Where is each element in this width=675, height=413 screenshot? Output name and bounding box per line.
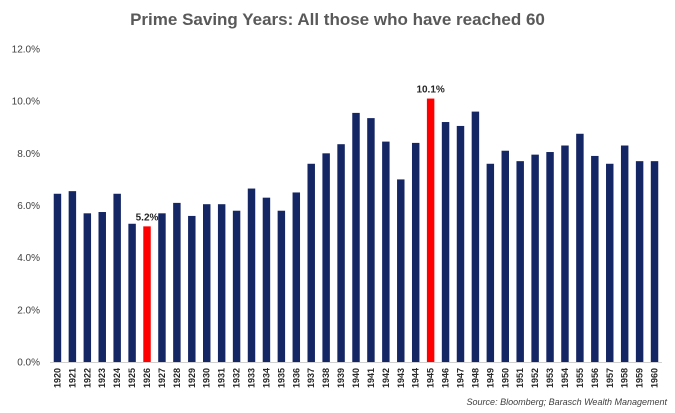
x-tick-label: 1940 <box>351 368 361 388</box>
x-tick-label: 1925 <box>127 368 137 388</box>
bar-1928 <box>173 202 181 362</box>
x-tick-label: 1933 <box>247 368 257 388</box>
bar-1930 <box>203 204 211 362</box>
x-tick-label: 1924 <box>112 368 122 388</box>
x-tick-label: 1944 <box>411 368 421 388</box>
y-tick-label: 6.0% <box>17 201 40 212</box>
bar-1959 <box>635 161 644 362</box>
bar-1937 <box>307 163 315 362</box>
x-tick-label: 1956 <box>590 368 600 388</box>
bar-1943 <box>397 179 405 362</box>
bar-1934 <box>262 197 271 362</box>
bar-1923 <box>98 212 106 362</box>
x-tick-label: 1943 <box>396 368 406 388</box>
x-tick-label: 1952 <box>530 368 540 388</box>
data-labels: 5.2% 10.1% <box>136 85 445 224</box>
x-tick-label: 1947 <box>455 368 465 388</box>
x-tick-label: 1927 <box>157 368 167 388</box>
y-tick-label: 2.0% <box>17 305 40 316</box>
x-tick-label: 1950 <box>500 368 510 388</box>
bar-1946 <box>441 122 450 362</box>
x-tick-label: 1941 <box>366 368 376 388</box>
bar-1953 <box>546 152 554 362</box>
bar-1936 <box>292 192 301 362</box>
x-tick-label: 1926 <box>142 368 152 388</box>
x-tick-label: 1942 <box>381 368 391 388</box>
x-tick-label: 1945 <box>426 368 436 388</box>
x-tick-label: 1937 <box>306 368 316 388</box>
bar-1933 <box>247 188 256 362</box>
bar-1932 <box>232 210 241 362</box>
y-tick-label: 10.0% <box>12 97 40 108</box>
bar-1944 <box>411 142 420 362</box>
bar-1926 <box>143 226 151 362</box>
y-tick-label: 12.0% <box>12 45 40 56</box>
x-tick-label: 1935 <box>276 368 286 388</box>
x-tick-label: 1932 <box>232 368 242 388</box>
x-tick-label: 1931 <box>217 368 227 388</box>
bars <box>53 98 659 363</box>
bar-1947 <box>456 125 465 362</box>
bar-1949 <box>486 163 495 362</box>
x-tick-label: 1953 <box>545 368 555 388</box>
x-tick-label: 1938 <box>321 368 331 388</box>
bar-1956 <box>591 155 599 362</box>
bar-1957 <box>606 163 614 362</box>
y-tick-label: 4.0% <box>17 253 40 264</box>
x-tick-label: 1928 <box>172 368 182 388</box>
x-tick-label: 1921 <box>67 368 77 388</box>
x-tick-label: 1930 <box>202 368 212 388</box>
bar-1925 <box>128 223 136 362</box>
bar-1922 <box>83 213 92 362</box>
x-tick-label: 1949 <box>485 368 495 388</box>
data-label-1926: 5.2% <box>136 212 159 223</box>
x-tick-label: 1934 <box>261 368 271 388</box>
x-tick-label: 1948 <box>470 368 480 388</box>
bar-1941 <box>367 118 375 363</box>
x-tick-label: 1951 <box>515 368 525 388</box>
chart-source: Source: Bloomberg; Barasch Wealth Manage… <box>466 397 667 407</box>
bar-1958 <box>620 145 629 362</box>
y-tick-label: 8.0% <box>17 149 40 160</box>
y-tick-label: 0.0% <box>17 358 40 369</box>
bar-1929 <box>188 215 196 362</box>
bar-1942 <box>382 141 390 362</box>
x-tick-label: 1960 <box>650 368 660 388</box>
bar-1927 <box>158 213 166 362</box>
x-tick-label: 1954 <box>560 368 570 388</box>
x-tick-label: 1955 <box>575 368 585 388</box>
bar-1938 <box>322 153 330 362</box>
bar-1948 <box>471 111 480 362</box>
x-tick-label: 1936 <box>291 368 301 388</box>
bar-1931 <box>217 204 226 362</box>
x-tick-label: 1920 <box>52 368 62 388</box>
x-tick-label: 1957 <box>605 368 615 388</box>
y-axis: 0.0% 2.0% 4.0% 6.0% 8.0% 10.0% 12.0% <box>12 45 40 369</box>
bar-1950 <box>501 150 509 362</box>
bar-1924 <box>113 193 121 362</box>
bar-1954 <box>561 145 569 362</box>
bar-1945 <box>426 98 435 362</box>
bar-1940 <box>352 112 360 363</box>
x-tick-label: 1959 <box>635 368 645 388</box>
bar-1920 <box>53 193 62 362</box>
x-tick-label: 1946 <box>441 368 451 388</box>
bar-1935 <box>277 210 286 362</box>
data-label-1945: 10.1% <box>416 85 444 96</box>
chart-title: Prime Saving Years: All those who have r… <box>130 10 545 29</box>
x-tick-label: 1929 <box>187 368 197 388</box>
bar-1960 <box>650 161 659 362</box>
bar-1951 <box>516 161 524 362</box>
x-tick-label: 1939 <box>336 368 346 388</box>
bar-1952 <box>531 154 539 362</box>
bar-1921 <box>68 191 77 362</box>
bar-1939 <box>337 144 345 362</box>
x-tick-label: 1923 <box>97 368 107 388</box>
x-tick-label: 1958 <box>620 368 630 388</box>
bar-1955 <box>576 133 584 362</box>
x-tick-label: 1922 <box>82 368 92 388</box>
x-axis: 1920 1921 1922 1923 1924 1925 1926 1927 1928 1929… <box>50 362 662 388</box>
